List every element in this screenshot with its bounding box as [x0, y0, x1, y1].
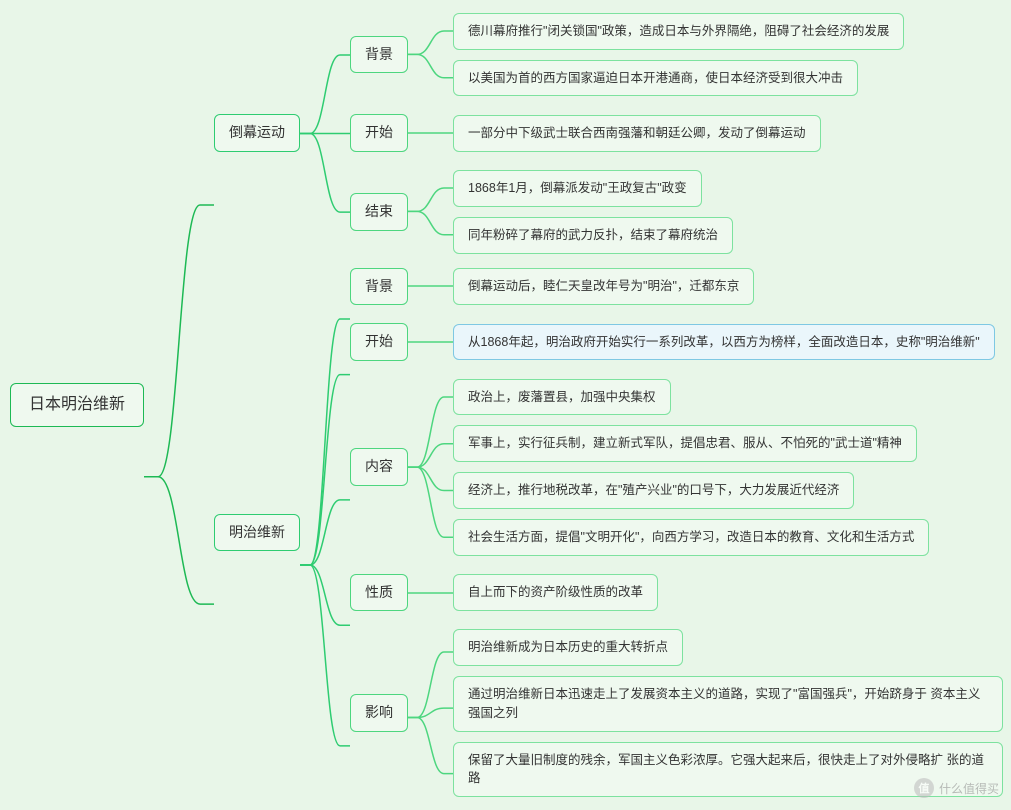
level2-node[interactable]: 开始	[350, 114, 408, 152]
leaf-node[interactable]: 一部分中下级武士联合西南强藩和朝廷公卿，发动了倒幕运动	[453, 115, 821, 152]
leaf-node[interactable]: 通过明治维新日本迅速走上了发展资本主义的道路，实现了"富国强兵"，开始跻身于 资…	[453, 676, 1003, 732]
leaf-node[interactable]: 从1868年起，明治政府开始实行一系列改革，以西方为榜样，全面改造日本，史称"明…	[453, 324, 995, 361]
leaf-node[interactable]: 同年粉碎了幕府的武力反扑，结束了幕府统治	[453, 217, 733, 254]
root-node[interactable]: 日本明治维新	[10, 383, 144, 427]
leaf-node[interactable]: 倒幕运动后，睦仁天皇改年号为"明治"，迁都东京	[453, 268, 754, 305]
leaf-node[interactable]: 军事上，实行征兵制，建立新式军队，提倡忠君、服从、不怕死的"武士道"精神	[453, 425, 917, 462]
level2-node[interactable]: 内容	[350, 448, 408, 486]
leaf-node[interactable]: 自上而下的资产阶级性质的改革	[453, 574, 658, 611]
leaf-node[interactable]: 经济上，推行地税改革，在"殖产兴业"的口号下，大力发展近代经济	[453, 472, 854, 509]
level1-node[interactable]: 倒幕运动	[214, 114, 300, 152]
level1-node[interactable]: 明治维新	[214, 514, 300, 552]
level2-node[interactable]: 影响	[350, 694, 408, 732]
level2-node[interactable]: 背景	[350, 36, 408, 74]
leaf-node[interactable]: 德川幕府推行"闭关锁国"政策，造成日本与外界隔绝，阻碍了社会经济的发展	[453, 13, 904, 50]
level2-node[interactable]: 结束	[350, 193, 408, 231]
watermark-icon: 值	[914, 778, 934, 798]
mindmap-container: 日本明治维新倒幕运动背景德川幕府推行"闭关锁国"政策，造成日本与外界隔绝，阻碍了…	[0, 0, 1011, 810]
level2-node[interactable]: 性质	[350, 574, 408, 612]
leaf-node[interactable]: 社会生活方面，提倡"文明开化"，向西方学习，改造日本的教育、文化和生活方式	[453, 519, 929, 556]
leaf-node[interactable]: 1868年1月，倒幕派发动"王政复古"政变	[453, 170, 702, 207]
level2-node[interactable]: 开始	[350, 323, 408, 361]
leaf-node[interactable]: 以美国为首的西方国家逼迫日本开港通商，使日本经济受到很大冲击	[453, 60, 858, 97]
watermark: 值 什么值得买	[914, 778, 999, 798]
leaf-node[interactable]: 明治维新成为日本历史的重大转折点	[453, 629, 683, 666]
leaf-node[interactable]: 政治上，废藩置县，加强中央集权	[453, 379, 671, 416]
level2-node[interactable]: 背景	[350, 268, 408, 306]
watermark-label: 什么值得买	[939, 780, 999, 797]
